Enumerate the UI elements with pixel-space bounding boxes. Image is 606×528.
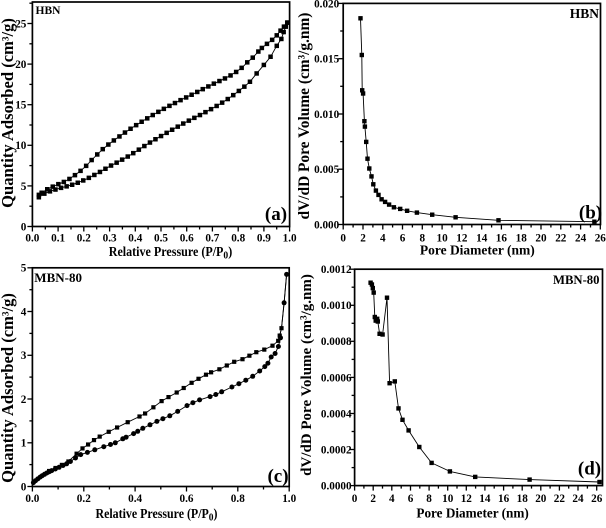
svg-text:24: 24 [575,230,586,244]
svg-text:1.0: 1.0 [283,230,297,244]
svg-text:18: 18 [516,230,527,244]
svg-text:16: 16 [496,230,507,244]
svg-text:0.8: 0.8 [231,491,245,505]
svg-text:Pore Diameter (nm): Pore Diameter (nm) [420,243,535,258]
svg-text:8: 8 [420,230,426,244]
svg-text:0: 0 [21,219,27,233]
svg-text:(c): (c) [267,466,288,487]
svg-text:2: 2 [370,491,376,505]
svg-text:HBN: HBN [36,5,62,17]
svg-text:8: 8 [426,491,432,505]
svg-text:Quantity Adsorbed (cm3/g): Quantity Adsorbed (cm3/g) [0,293,17,483]
svg-text:20: 20 [535,491,546,505]
svg-text:MBN-80: MBN-80 [553,273,600,287]
svg-text:0.6: 0.6 [180,491,194,505]
svg-text:18: 18 [517,491,528,505]
svg-text:1.0: 1.0 [282,491,296,505]
svg-text:0.4: 0.4 [128,230,142,244]
svg-text:22: 22 [554,491,565,505]
svg-text:26: 26 [595,230,606,244]
svg-text:0.2: 0.2 [77,491,91,505]
svg-text:0.0010: 0.0010 [321,298,352,312]
svg-text:dV/dD Pore Volume (cm3/g.nm): dV/dD Pore Volume (cm3/g.nm) [299,274,316,476]
svg-text:Quantity Adsorbed (cm3/g): Quantity Adsorbed (cm3/g) [0,18,17,208]
svg-text:0.3: 0.3 [103,230,117,244]
svg-text:14: 14 [479,491,490,505]
svg-text:25: 25 [15,16,26,30]
svg-text:0.010: 0.010 [314,107,339,121]
svg-text:5: 5 [21,179,27,193]
svg-text:Relative Pressure (P/P0): Relative Pressure (P/P0) [109,244,233,262]
svg-text:22: 22 [555,230,566,244]
svg-text:2: 2 [21,392,27,406]
svg-text:0.0006: 0.0006 [321,370,352,384]
svg-text:4: 4 [21,304,27,318]
svg-text:6: 6 [400,230,406,244]
svg-text:12: 12 [456,230,467,244]
svg-text:0.015: 0.015 [314,52,339,66]
svg-text:0.0002: 0.0002 [321,442,352,456]
svg-text:0.020: 0.020 [314,0,339,10]
svg-text:0: 0 [340,230,346,244]
svg-text:0.4: 0.4 [128,491,142,505]
svg-text:0.5: 0.5 [154,230,168,244]
svg-text:26: 26 [591,491,602,505]
svg-text:4: 4 [380,230,386,244]
svg-text:(d): (d) [578,459,601,480]
svg-text:20: 20 [15,57,26,71]
svg-text:20: 20 [535,230,546,244]
svg-text:0.6: 0.6 [180,230,194,244]
svg-text:0.1: 0.1 [51,230,65,244]
svg-text:0.0004: 0.0004 [321,406,352,420]
svg-text:1: 1 [21,436,27,450]
svg-text:3: 3 [21,348,27,362]
svg-text:15: 15 [15,98,26,112]
svg-text:(b): (b) [579,203,602,224]
svg-text:6: 6 [408,491,414,505]
svg-text:MBN-80: MBN-80 [34,270,82,285]
svg-text:dV/dD Pore Volume (cm3/g.nm): dV/dD Pore Volume (cm3/g.nm) [296,13,313,220]
svg-text:24: 24 [572,491,583,505]
svg-text:0.8: 0.8 [231,230,245,244]
svg-text:12: 12 [461,491,472,505]
svg-text:0.0000: 0.0000 [321,479,352,493]
svg-text:HBN: HBN [570,6,600,21]
svg-text:0.0012: 0.0012 [321,262,352,276]
svg-text:4: 4 [389,491,395,505]
svg-text:0: 0 [21,479,27,493]
svg-text:0.005: 0.005 [314,162,339,176]
svg-text:0.2: 0.2 [77,230,91,244]
svg-text:2: 2 [360,230,366,244]
svg-text:0.9: 0.9 [257,230,271,244]
svg-text:0.0008: 0.0008 [321,334,352,348]
svg-text:14: 14 [476,230,487,244]
svg-text:0.000: 0.000 [314,217,339,231]
svg-text:5: 5 [21,261,27,275]
svg-text:(a): (a) [265,204,287,225]
svg-text:0.0: 0.0 [25,491,39,505]
svg-text:0.0: 0.0 [25,230,39,244]
svg-text:16: 16 [498,491,509,505]
svg-text:10: 10 [442,491,453,505]
svg-text:0.7: 0.7 [205,230,219,244]
svg-text:10: 10 [437,230,448,244]
svg-text:10: 10 [15,138,26,152]
svg-text:Pore Diameter (nm): Pore Diameter (nm) [416,506,528,521]
svg-text:Relative Pressure (P/P0): Relative Pressure (P/P0) [96,506,218,523]
svg-text:0: 0 [352,491,358,505]
